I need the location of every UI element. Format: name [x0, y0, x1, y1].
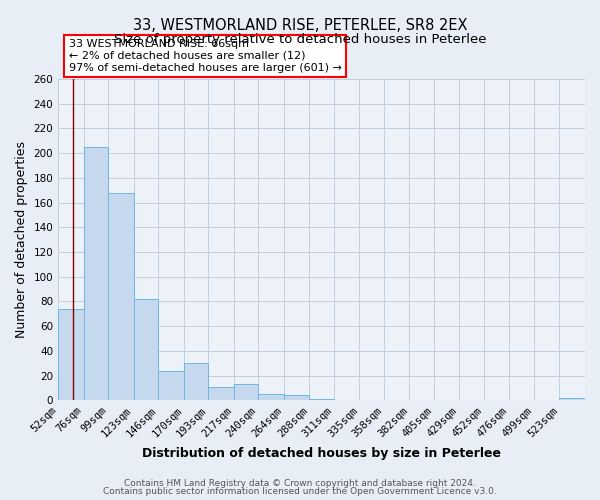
Bar: [158, 370, 184, 400]
Bar: [134, 299, 158, 400]
Y-axis label: Number of detached properties: Number of detached properties: [15, 141, 28, 338]
Text: Contains public sector information licensed under the Open Government Licence v3: Contains public sector information licen…: [103, 487, 497, 496]
Bar: [184, 363, 208, 400]
Bar: [258, 394, 284, 400]
Bar: [234, 384, 258, 400]
Text: 33 WESTMORLAND RISE: 66sqm
← 2% of detached houses are smaller (12)
97% of semi-: 33 WESTMORLAND RISE: 66sqm ← 2% of detac…: [69, 40, 341, 72]
Text: Contains HM Land Registry data © Crown copyright and database right 2024.: Contains HM Land Registry data © Crown c…: [124, 478, 476, 488]
Bar: [208, 386, 234, 400]
Bar: [559, 398, 585, 400]
Bar: [84, 147, 108, 400]
Text: 33, WESTMORLAND RISE, PETERLEE, SR8 2EX: 33, WESTMORLAND RISE, PETERLEE, SR8 2EX: [133, 18, 467, 32]
Bar: [284, 396, 310, 400]
Bar: [310, 399, 334, 400]
X-axis label: Distribution of detached houses by size in Peterlee: Distribution of detached houses by size …: [142, 447, 501, 460]
Bar: [108, 192, 134, 400]
Bar: [58, 309, 84, 400]
Text: Size of property relative to detached houses in Peterlee: Size of property relative to detached ho…: [114, 32, 486, 46]
